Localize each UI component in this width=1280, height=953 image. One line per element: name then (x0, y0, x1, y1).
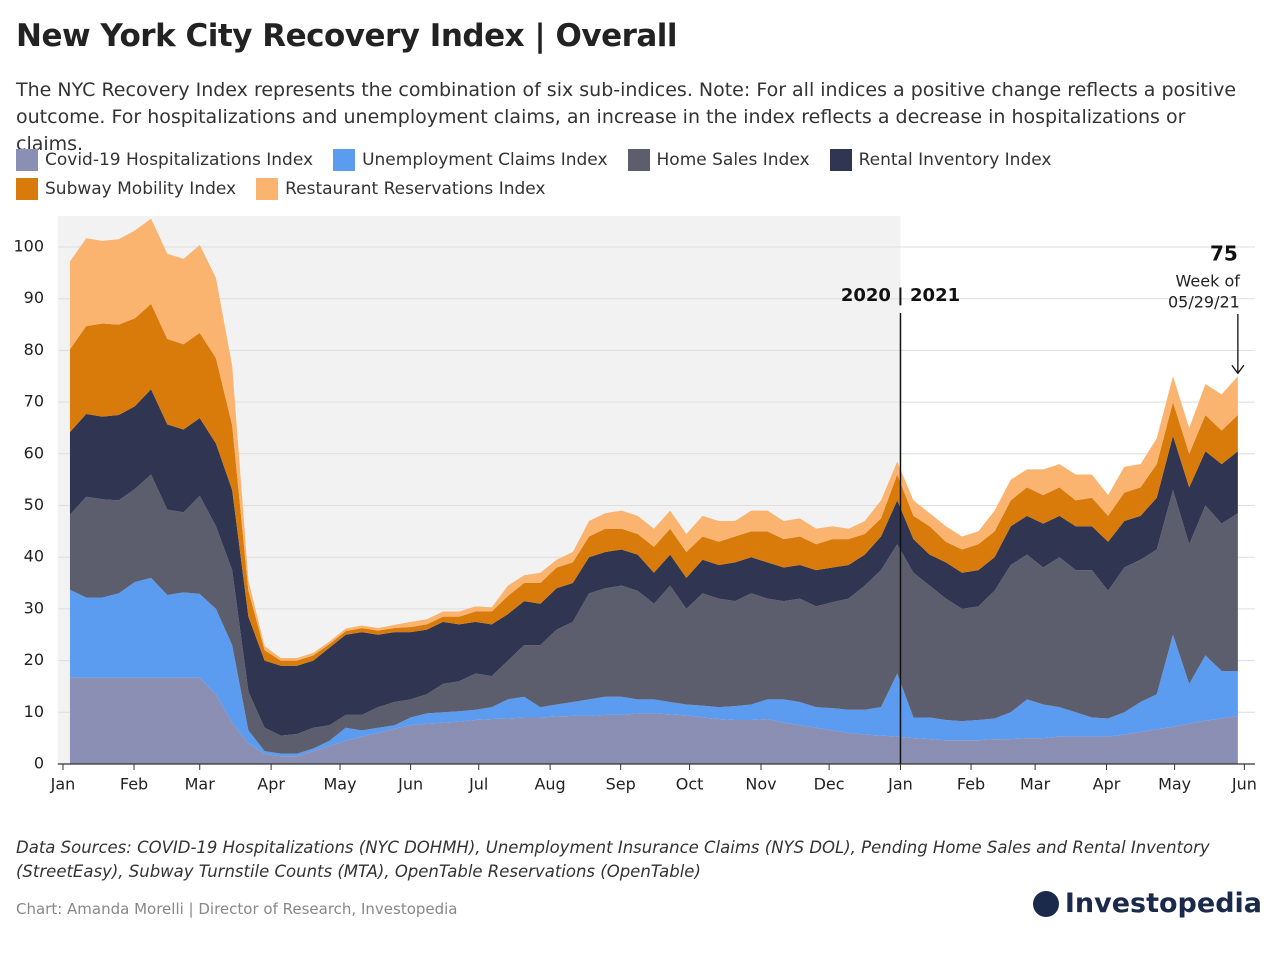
y-tick-label: 50 (24, 495, 44, 514)
x-tick-label: Oct (676, 775, 704, 794)
y-tick-label: 90 (24, 288, 44, 307)
logo-text: Investopedia (1064, 888, 1262, 919)
x-tick-label: Jul (468, 775, 488, 794)
end-note: Week of (1176, 272, 1241, 291)
x-tick-label: Sep (606, 775, 636, 794)
legend-swatch (627, 148, 650, 171)
chart-subtitle: The NYC Recovery Index represents the co… (16, 79, 1237, 155)
x-tick-label: May (1158, 775, 1191, 794)
x-tick-label: Apr (1093, 775, 1121, 794)
x-tick-label: Aug (534, 775, 565, 794)
legend: Covid-19 Hospitalizations Index Unemploym… (16, 148, 1256, 200)
x-tick-label: Mar (1020, 775, 1051, 794)
area-series (69, 389, 1238, 736)
chart: 0 10 20 30 40 50 60 70 80 90 100 Jan Feb Mar Apr May Jun… (13, 216, 1257, 794)
legend-item: Unemployment Claims Index (333, 148, 608, 171)
x-tick-label: Feb (120, 775, 148, 794)
legend-item: Restaurant Reservations Index (256, 177, 546, 200)
end-date: 05/29/21 (1168, 293, 1240, 312)
end-arrow-head (1231, 364, 1245, 375)
area-series (69, 577, 1238, 757)
y-tick-label: 30 (24, 598, 44, 617)
x-tick-label: May (324, 775, 357, 794)
x-tick-label: Mar (185, 775, 216, 794)
y-tick-label: 80 (24, 340, 44, 359)
divider-label: 2020 | 2021 (841, 285, 960, 306)
area-series (69, 474, 1238, 754)
legend-item: Home Sales Index (627, 148, 810, 171)
y-tick-label: 70 (24, 392, 44, 411)
y-tick-label: 20 (24, 650, 44, 669)
logo: Investopedia (1032, 888, 1262, 919)
area-series (69, 218, 1238, 661)
x-tick-label: Nov (745, 775, 776, 794)
source-note: Data Sources: COVID-19 Hospitalizations … (16, 838, 1210, 881)
legend-label: Home Sales Index (656, 149, 810, 170)
legend-label: Unemployment Claims Index (362, 149, 608, 170)
x-tick-label: Jan (50, 775, 76, 794)
legend-item: Subway Mobility Index (16, 177, 236, 200)
legend-swatch (333, 148, 356, 171)
y-tick-label: 0 (34, 754, 44, 773)
legend-swatch (256, 177, 279, 200)
x-tick-label: Jan (887, 775, 913, 794)
legend-swatch (16, 148, 38, 171)
legend-item: Covid-19 Hospitalizations Index (16, 148, 313, 171)
y-tick-label: 10 (24, 702, 44, 721)
x-tick-label: Apr (257, 775, 285, 794)
y-tick-label: 40 (24, 547, 44, 566)
x-tick-label: Dec (814, 775, 845, 794)
legend-label: Covid-19 Hospitalizations Index (45, 149, 314, 170)
end-total-label: 75 (1210, 242, 1238, 266)
x-tick-label: Feb (957, 775, 985, 794)
y-tick-label: 100 (13, 237, 44, 256)
chart-title: New York City Recovery Index | Overall (16, 18, 678, 54)
area-series (69, 677, 1238, 764)
logo-mark (1032, 890, 1059, 917)
x-tick-label: Jun (1231, 775, 1257, 794)
y-tick-label: 60 (24, 443, 44, 462)
legend-item: Rental Inventory Index (829, 148, 1052, 171)
legend-swatch (829, 148, 852, 171)
legend-label: Restaurant Reservations Index (285, 178, 546, 199)
x-tick-label: Jun (397, 775, 423, 794)
legend-label: Rental Inventory Index (858, 149, 1052, 170)
legend-label: Subway Mobility Index (45, 178, 237, 199)
credit: Chart: Amanda Morelli | Director of Rese… (16, 900, 458, 918)
legend-swatch (16, 177, 38, 200)
